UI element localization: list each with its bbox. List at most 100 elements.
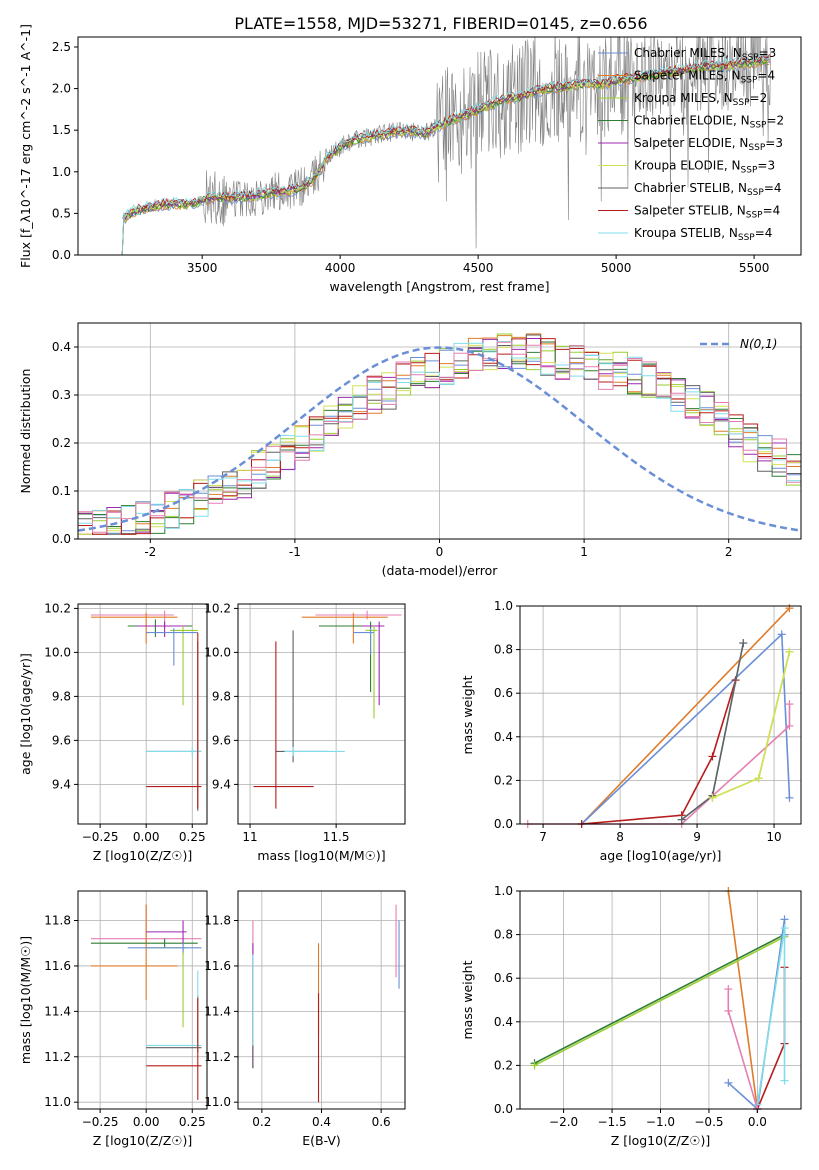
weight-series-line [756,967,786,1110]
y-tick-label: 0.2 [494,773,513,787]
x-tick-label: -2 [144,545,156,559]
y-tick-label: 0.0 [494,817,513,831]
legend-label: Chabrier STELIB, NSSP=4 [634,181,782,198]
x-tick-label: 0.25 [179,1115,206,1129]
y-tick-label: 0.5 [52,206,71,220]
y-axis-label: mass [log10(M/M☉)] [18,936,33,1064]
legend-label: Kroupa STELIB, NSSP=4 [634,226,772,243]
plot-frame [519,605,802,825]
x-tick-label: 7 [539,830,547,844]
weight-series-line [534,933,785,1064]
data-spectrum [122,37,771,249]
residual-legend: N(0,1) [700,337,777,351]
weight-series-line [581,607,791,825]
x-tick-label: 11.5 [323,830,350,844]
x-tick-label: 0.4 [312,1115,331,1129]
y-tick-label: 11.6 [44,959,71,973]
weight-series-line [534,936,785,1067]
x-axis-label: (data-model)/error [382,563,499,578]
y-tick-label: 0.0 [494,1102,513,1116]
y-tick-label: 1.0 [494,599,513,613]
axes-weight-Z: −2.0 −1.5 −1.0 −0.5 0.0 0.0 0.2 0.4 0.6 0.8 1.0 Z [… [460,884,802,1148]
plot-frame [77,603,208,825]
axes-weight-age: 7 8 9 10 0.0 0.2 0.4 0.6 0.8 1.0 age [log10(age/yr… [460,599,802,863]
histogram-step [77,341,801,539]
x-tick-label: -1 [289,545,301,559]
model-spectrum-line [121,53,770,255]
weight-series-line [581,679,737,825]
x-tick-label: 0.25 [179,830,206,844]
weight-series-line [581,632,791,825]
y-tick-label: 10.0 [204,645,231,659]
x-tick-label: −0.25 [82,1115,119,1129]
legend-label: N(0,1) [740,337,777,351]
legend-label: Chabrier ELODIE, NSSP=2 [634,114,784,131]
x-tick-label: 11 [242,830,257,844]
y-tick-label: 0.0 [52,248,71,262]
histogram-step [77,341,801,539]
axes-residuals: -2 -1 0 1 2 0.0 0.1 0.2 0.3 0.4 (data-model)/error… [18,322,802,578]
plot-frame [237,603,406,825]
y-tick-label: 0.4 [494,730,513,744]
y-tick-label: 9.6 [52,733,71,747]
y-axis-label: Flux [f_λ10^-17 erg cm^-2 s^-1 A^-1] [18,24,33,268]
y-tick-label: 11.8 [44,914,71,928]
y-tick-label: 9.4 [52,777,71,791]
x-tick-label: 0.00 [133,830,160,844]
x-axis-label: E(B-V) [302,1133,341,1148]
x-axis-label: mass [log10(M/M☉)] [257,848,385,863]
y-axis-label: mass weight [460,675,475,754]
axes-mass-Z: −0.25 0.00 0.25 11.0 11.2 11.4 11.6 11.8 Z [log1… [18,890,208,1148]
y-tick-label: 0.8 [494,928,513,942]
x-axis-label: Z [log10(Z/Z☉)] [93,1133,193,1148]
x-axis-label: Z [log10(Z/Z☉)] [611,1133,711,1148]
legend-label: Chabrier MILES, NSSP=3 [634,46,776,63]
x-tick-label: −1.5 [597,1115,626,1129]
axes-mass-EBV: 0.2 0.4 0.6 11.0 11.2 11.4 11.6 11.8 E(B-V) [204,890,406,1148]
y-axis-label: mass weight [460,960,475,1039]
normal-curve [77,346,802,532]
y-tick-label: 0.2 [52,436,71,450]
y-tick-label: 11.2 [44,1050,71,1064]
x-axis-label: wavelength [Angstrom, rest frame] [329,279,549,294]
x-tick-label: 4500 [463,261,494,275]
y-tick-label: 9.8 [52,689,71,703]
y-tick-label: 10.0 [44,645,71,659]
spectrum-legend: Chabrier MILES, NSSP=3 Salpeter MILES, NS… [598,46,784,243]
axes-age-mass: 11 11.5 9.4 9.6 9.8 10.0 10.2 mass [log10(M/M☉)… [204,601,406,863]
y-tick-label: 11.4 [204,1004,231,1018]
y-tick-label: 2.5 [52,40,71,54]
axes-age-Z: −0.25 0.00 0.25 9.4 9.6 9.8 10.0 10.2 Z [log10(Z… [18,601,208,863]
legend-label: Kroupa MILES, NSSP=2 [634,91,767,108]
x-tick-label: 0 [436,545,444,559]
y-tick-label: 9.4 [212,777,231,791]
x-tick-label: 5000 [601,261,632,275]
y-tick-label: 2.0 [52,82,71,96]
weight-series-line [527,704,791,825]
x-tick-label: 10 [766,830,781,844]
y-tick-label: 11.4 [44,1004,71,1018]
y-tick-label: 10.2 [204,601,231,615]
weight-series-line [727,919,786,1111]
y-tick-label: 0.8 [494,643,513,657]
y-tick-label: 11.0 [204,1095,231,1109]
plot-frame [77,890,208,1110]
x-tick-label: 1 [580,545,588,559]
plot-frame [77,36,802,256]
weight-series-line [727,890,759,1110]
x-tick-label: −0.25 [82,830,119,844]
y-tick-label: 0.0 [52,532,71,546]
y-tick-label: 10.2 [44,601,71,615]
legend-label: Salpeter ELODIE, NSSP=3 [634,136,783,153]
x-tick-label: 8 [616,830,624,844]
x-tick-label: −2.0 [549,1115,578,1129]
y-tick-label: 0.4 [52,340,71,354]
y-tick-label: 0.2 [494,1058,513,1072]
x-tick-label: 4000 [325,261,356,275]
x-axis-label: age [log10(age/yr)] [600,848,722,863]
y-tick-label: 1.5 [52,123,71,137]
x-tick-label: 5500 [739,261,770,275]
y-axis-label: age [log10(age/yr)] [18,653,33,775]
axes-spectrum: 3500 4000 4500 5000 5500 0.0 0.5 1.0 1.5 2.0 2.5 wa… [18,24,802,294]
